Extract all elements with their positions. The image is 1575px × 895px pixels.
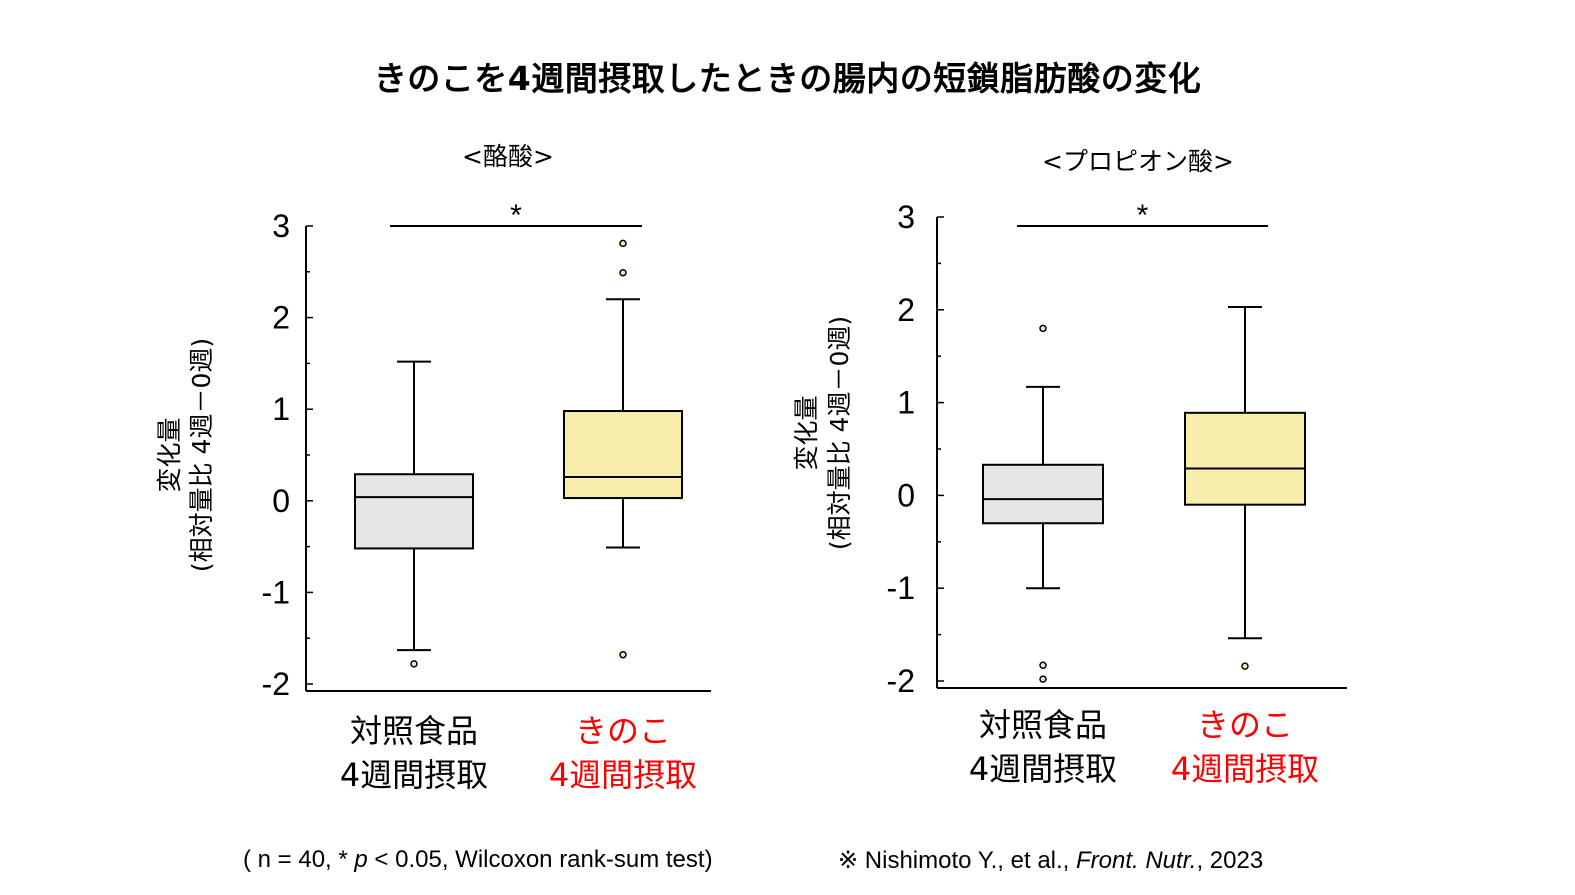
stats-footnote: ( n = 40, * p < 0.05, Wilcoxon rank-sum … — [243, 846, 713, 874]
y-tick-label: -2 — [887, 663, 915, 699]
citation-year: , 2023 — [1196, 847, 1264, 874]
stats-footnote-p: p — [354, 846, 368, 873]
citation-journal: Front. Nutr. — [1076, 847, 1197, 874]
panel-title: <酪酸> — [462, 142, 554, 171]
outlier-point — [410, 660, 418, 668]
y-tick-label: 2 — [897, 292, 915, 328]
y-axis-label-main: 変化量 — [155, 417, 184, 492]
panel-title: <プロピオン酸> — [1042, 147, 1234, 176]
outlier-point — [1039, 324, 1047, 333]
box-iqr — [1184, 411, 1306, 506]
citation-footnote: ※ Nishimoto Y., et al., Front. Nutr., 20… — [838, 846, 1263, 875]
stats-footnote-pre: ( n = 40, * — [243, 846, 355, 873]
y-tick-label: 3 — [897, 199, 915, 235]
y-tick-label: -1 — [887, 570, 915, 606]
outlier-point — [1241, 662, 1249, 670]
outlier-point — [1039, 661, 1047, 669]
y-axis-label-sub: (相対量比 4週－0週) — [825, 316, 854, 550]
x-category-label: 対照食品 — [979, 706, 1107, 744]
box-iqr — [354, 473, 474, 550]
y-tick-label: 0 — [272, 483, 290, 519]
x-category-label: 4週間摂取 — [549, 756, 697, 794]
box-iqr — [563, 410, 683, 500]
stats-footnote-post: < 0.05, Wilcoxon rank-sum test) — [367, 846, 713, 873]
x-category-label: きのこ — [1197, 706, 1293, 744]
y-tick-label: 0 — [897, 477, 915, 513]
outlier-point — [1039, 675, 1047, 683]
y-axis-label-sub: (相対量比 4週－0週) — [187, 338, 216, 572]
box-iqr — [982, 463, 1104, 525]
x-category-label: きのこ — [575, 712, 671, 750]
y-tick-label: 3 — [272, 208, 290, 244]
y-tick-label: 1 — [272, 391, 290, 427]
outlier-point — [619, 268, 627, 277]
y-tick-label: -2 — [262, 666, 290, 702]
outlier-point — [619, 650, 627, 659]
y-tick-label: -1 — [262, 574, 290, 610]
y-tick-label: 1 — [897, 385, 915, 421]
citation-author: ※ Nishimoto Y., et al., — [838, 847, 1076, 874]
x-category-label: 4週間摂取 — [969, 750, 1117, 788]
x-category-label: 4週間摂取 — [1171, 750, 1319, 788]
x-category-label: 4週間摂取 — [340, 756, 488, 794]
significance-marker: * — [1137, 199, 1149, 232]
y-tick-label: 2 — [272, 300, 290, 336]
outlier-point — [619, 239, 627, 248]
y-axis-label-main: 変化量 — [792, 395, 821, 470]
significance-marker: * — [510, 199, 522, 232]
page-title: きのこを4週間摂取したときの腸内の短鎖脂肪酸の変化 — [373, 59, 1202, 98]
x-category-label: 対照食品 — [350, 712, 478, 750]
